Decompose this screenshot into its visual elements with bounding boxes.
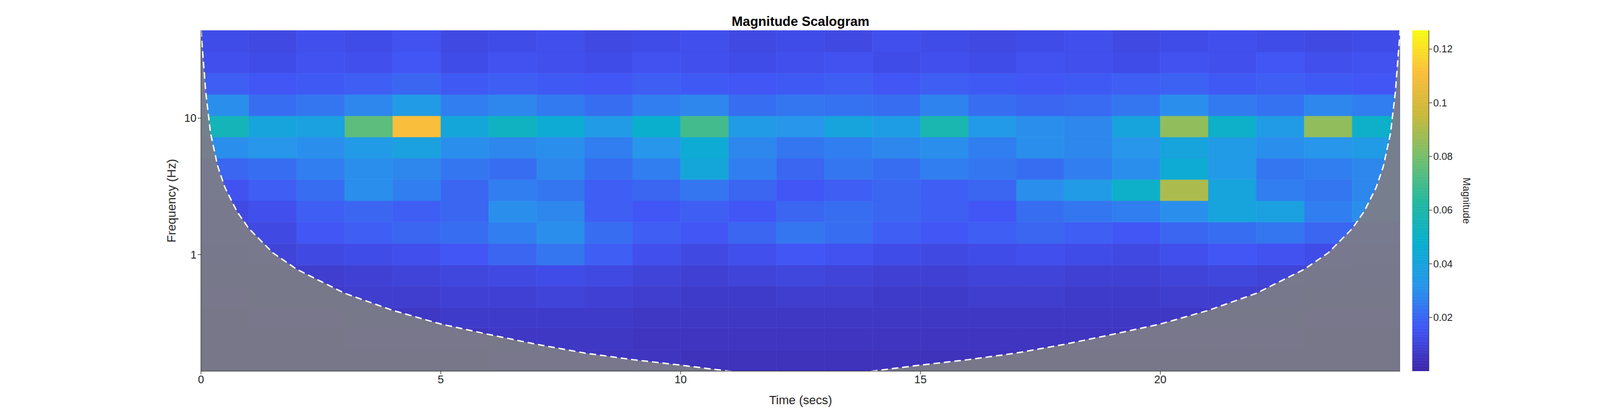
svg-text:0.08: 0.08 — [1433, 151, 1453, 163]
svg-text:0.1: 0.1 — [1433, 97, 1448, 109]
svg-text:10: 10 — [184, 112, 197, 125]
svg-text:20: 20 — [1153, 373, 1167, 386]
svg-text:5: 5 — [437, 373, 444, 386]
svg-text:0.04: 0.04 — [1433, 258, 1453, 270]
svg-text:0.02: 0.02 — [1433, 312, 1453, 324]
svg-text:15: 15 — [914, 373, 927, 386]
svg-text:10: 10 — [674, 373, 687, 386]
svg-text:Time (secs): Time (secs) — [769, 393, 833, 408]
svg-text:0.12: 0.12 — [1433, 43, 1453, 55]
svg-text:1: 1 — [190, 248, 197, 262]
svg-text:0: 0 — [197, 373, 204, 386]
html-text:Magnitude Scalogram: Magnitude Scalogram — [731, 13, 870, 29]
svg-text:0.06: 0.06 — [1433, 204, 1453, 216]
svg-text:Magnitude: Magnitude — [1460, 177, 1472, 225]
svg-text:Frequency (Hz): Frequency (Hz) — [164, 159, 179, 243]
